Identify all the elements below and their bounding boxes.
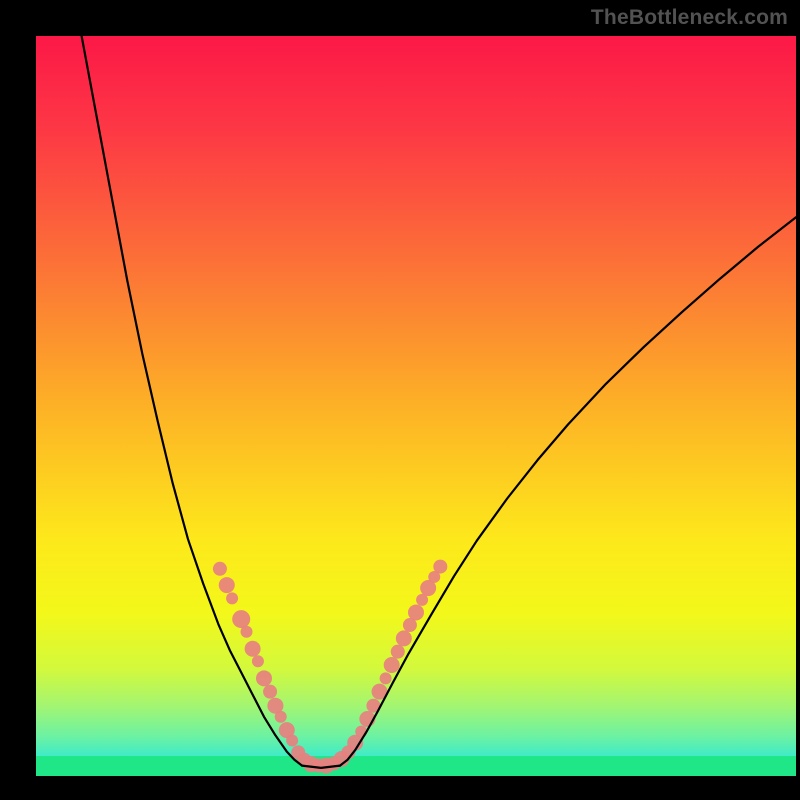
data-point bbox=[226, 592, 238, 604]
data-point bbox=[252, 655, 264, 667]
chart-canvas: TheBottleneck.com bbox=[0, 0, 800, 800]
watermark-text: TheBottleneck.com bbox=[591, 6, 788, 30]
data-point bbox=[213, 562, 227, 576]
data-point bbox=[408, 604, 424, 620]
data-cluster-group bbox=[213, 560, 447, 774]
data-point bbox=[384, 657, 400, 673]
data-point bbox=[391, 645, 405, 659]
curve-left bbox=[82, 36, 302, 766]
chart-svg bbox=[36, 36, 796, 776]
data-point bbox=[275, 711, 287, 723]
data-point bbox=[433, 560, 447, 574]
data-point bbox=[245, 641, 261, 657]
data-point bbox=[396, 630, 412, 646]
data-point bbox=[380, 672, 392, 684]
data-point bbox=[241, 626, 253, 638]
data-point bbox=[256, 670, 272, 686]
data-point bbox=[263, 685, 277, 699]
curve-right bbox=[340, 217, 796, 765]
data-point bbox=[219, 577, 235, 593]
data-point bbox=[286, 734, 298, 746]
plot-area bbox=[36, 36, 796, 776]
bottom-band bbox=[36, 756, 796, 776]
data-point bbox=[232, 610, 250, 628]
